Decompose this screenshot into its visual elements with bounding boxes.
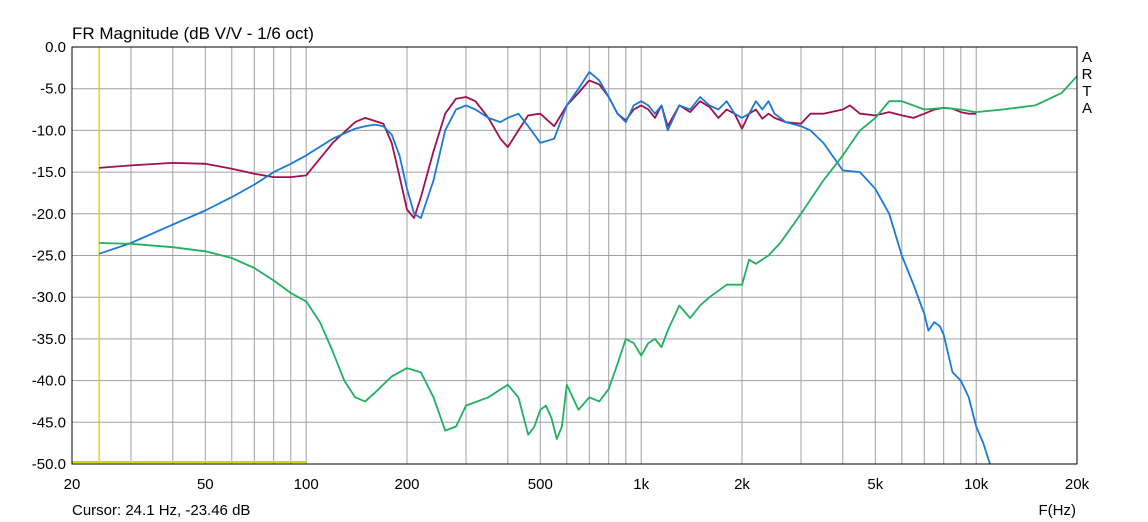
y-tick-label: -50.0 (32, 456, 66, 473)
cursor-readout: Cursor: 24.1 Hz, -23.46 dB (72, 502, 250, 519)
x-tick-label: 5k (867, 476, 883, 493)
x-tick-label: 50 (197, 476, 214, 493)
plot-series (98, 71, 1078, 465)
y-tick-label: -40.0 (32, 373, 66, 390)
y-tick-label: -20.0 (32, 206, 66, 223)
x-tick-label: 20 (64, 476, 81, 493)
x-tick-label: 100 (294, 476, 319, 493)
chart-title: FR Magnitude (dB V/V - 1/6 oct) (72, 24, 314, 43)
x-tick-label: 2k (734, 476, 750, 493)
y-tick-label: -25.0 (32, 248, 66, 265)
y-tick-label: -35.0 (32, 331, 66, 348)
grid-lines (72, 47, 1077, 464)
cursor-lines (72, 47, 307, 464)
y-tick-label: -5.0 (40, 81, 66, 98)
plot-frame (71, 46, 1078, 465)
brand-letter: R (1082, 66, 1093, 83)
x-tick-label: 20k (1065, 476, 1090, 493)
y-tick-label: -30.0 (32, 289, 66, 306)
x-tick-label: 200 (394, 476, 419, 493)
brand-letter: A (1082, 100, 1092, 117)
y-tick-label: -15.0 (32, 164, 66, 181)
series-line-2 (98, 71, 991, 465)
series-line-3 (99, 75, 1078, 440)
brand-letter: T (1082, 83, 1091, 100)
x-tick-label: 10k (964, 476, 989, 493)
y-tick-label: -45.0 (32, 414, 66, 431)
x-axis-label: F(Hz) (1039, 502, 1077, 519)
y-tick-label: 0.0 (45, 39, 66, 56)
x-tick-label: 500 (528, 476, 553, 493)
x-tick-labels: 20 50 100 200 500 1k 2k 5k 10k 20k (64, 476, 1090, 493)
y-tick-label: -10.0 (32, 122, 66, 139)
y-tick-labels: 0.0 -5.0 -10.0 -15.0 -20.0 -25.0 -30.0 -35.0 -40… (32, 39, 66, 473)
brand-letter: A (1082, 49, 1092, 66)
x-tick-label: 1k (633, 476, 649, 493)
